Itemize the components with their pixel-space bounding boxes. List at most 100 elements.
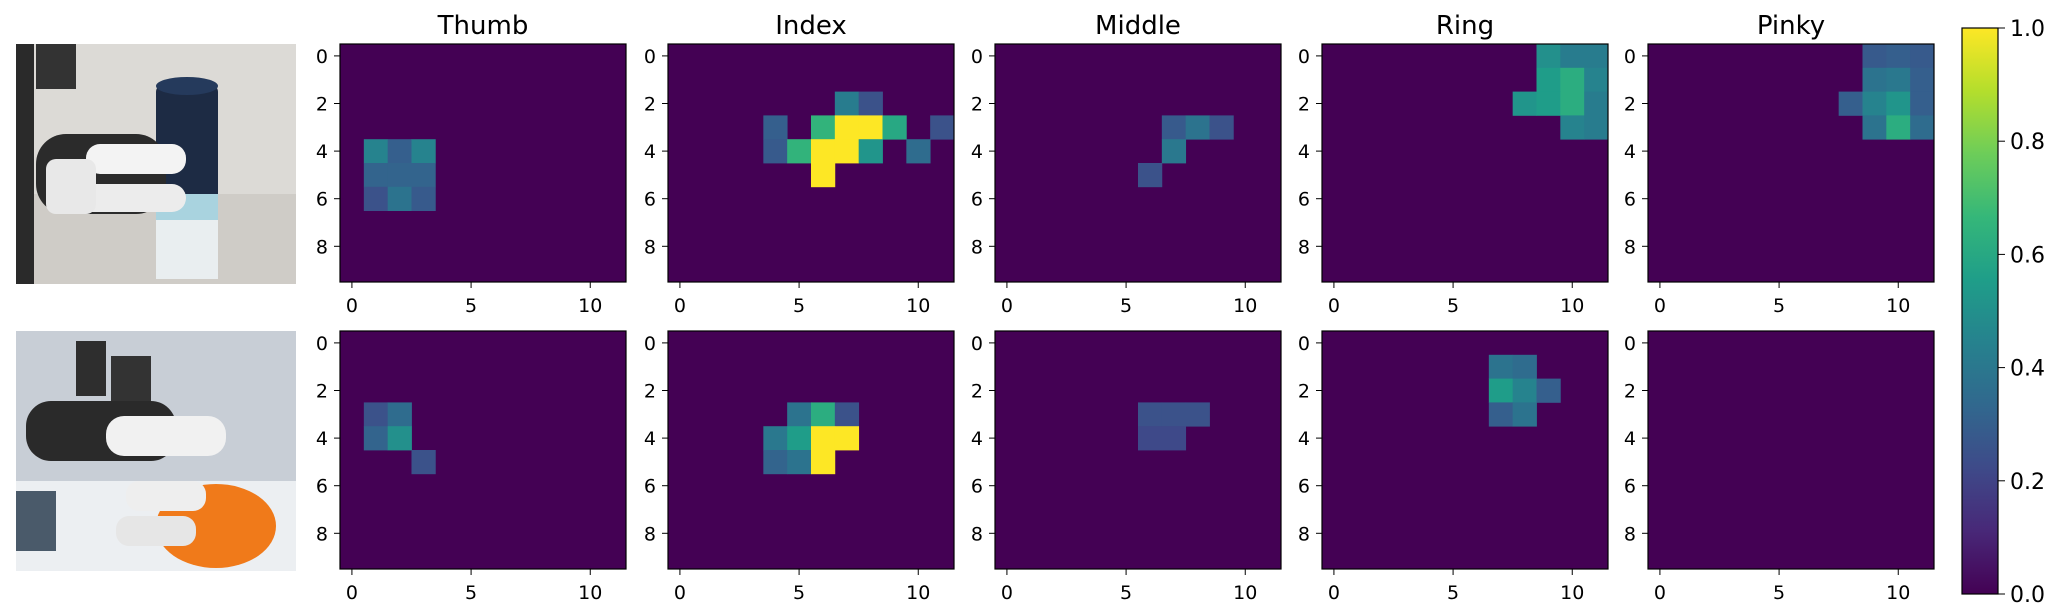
x-tick-label: 10 (1560, 295, 1584, 317)
x-tick-label: 0 (346, 582, 358, 604)
y-tick-label: 6 (316, 189, 328, 211)
x-tick-label: 5 (465, 295, 477, 317)
heatmap-cell (1886, 115, 1911, 140)
panel-title-ring: Ring (1436, 11, 1494, 41)
heatmap-cell (363, 163, 389, 188)
x-tick-label: 5 (465, 582, 477, 604)
x-tick-label: 5 (1120, 582, 1132, 604)
x-tick-label: 0 (674, 582, 686, 604)
panel-frame (1321, 330, 1609, 570)
heatmap-cell (811, 139, 836, 164)
heatmap-cell (1512, 378, 1537, 403)
x-tick-label: 10 (1233, 295, 1257, 317)
panel-frame (667, 43, 955, 283)
y-tick-label: 4 (644, 428, 656, 450)
y-tick-label: 0 (644, 333, 656, 355)
panel-frame (1321, 43, 1609, 283)
y-tick-label: 6 (316, 476, 328, 498)
heatmap-cell (387, 186, 412, 211)
y-tick-label: 0 (971, 333, 983, 355)
x-tick-label: 5 (1447, 582, 1459, 604)
y-tick-label: 4 (971, 428, 983, 450)
y-tick-label: 0 (1624, 46, 1636, 68)
heatmap-cell (411, 139, 436, 164)
heatmap-cell (387, 163, 412, 188)
heatmap-cell (1886, 44, 1911, 69)
x-tick-label: 10 (906, 582, 930, 604)
heatmap-cell (1862, 115, 1887, 140)
heatmap-cell (1536, 67, 1561, 92)
y-tick-label: 8 (1298, 523, 1310, 545)
y-tick-label: 0 (971, 46, 983, 68)
heatmap-cell (363, 402, 389, 427)
heatmap-cell (1910, 91, 1935, 116)
y-tick-label: 6 (644, 189, 656, 211)
heatmap-cell (1512, 91, 1537, 116)
y-tick-label: 6 (971, 476, 983, 498)
y-tick-label: 4 (316, 428, 328, 450)
y-tick-label: 8 (971, 236, 983, 258)
heatmap-cell (763, 450, 788, 475)
heatmap-cell (858, 115, 883, 140)
heatmap-panel-thumb-row1 (339, 43, 627, 283)
x-tick-label: 0 (1654, 295, 1666, 317)
colorbar-tick-label: 0.8 (2010, 130, 2045, 155)
heatmap-cell (387, 139, 412, 164)
heatmap-cell (787, 426, 812, 451)
x-tick-label: 5 (1773, 582, 1785, 604)
y-tick-label: 8 (644, 236, 656, 258)
y-tick-label: 8 (644, 523, 656, 545)
y-tick-label: 2 (644, 94, 656, 116)
heatmap-cell (1536, 91, 1561, 116)
y-tick-label: 8 (1298, 236, 1310, 258)
heatmap-cell (411, 450, 436, 475)
y-tick-label: 0 (1298, 46, 1310, 68)
heatmap-panel-ring-row2 (1321, 330, 1609, 570)
x-tick-label: 5 (793, 295, 805, 317)
heatmap-cell (363, 139, 389, 164)
y-tick-label: 6 (1624, 476, 1636, 498)
heatmap-cell (834, 402, 860, 427)
heatmap-cell (1161, 115, 1187, 140)
heatmap-cell (1138, 426, 1163, 451)
y-tick-label: 6 (1624, 189, 1636, 211)
heatmap-background (1648, 331, 1934, 569)
x-tick-label: 5 (1120, 295, 1132, 317)
panel-title-middle: Middle (1095, 11, 1181, 41)
heatmap-cell (1862, 67, 1887, 92)
heatmap-cell (834, 91, 860, 116)
y-tick-label: 8 (316, 236, 328, 258)
colorbar-tick-label: 1.0 (2010, 17, 2045, 42)
x-tick-label: 5 (1447, 295, 1459, 317)
heatmap-panel-pinky-row1 (1647, 43, 1935, 283)
y-tick-label: 2 (316, 94, 328, 116)
x-tick-label: 0 (1001, 582, 1013, 604)
y-tick-label: 6 (1298, 476, 1310, 498)
colorbar (1961, 27, 1999, 595)
y-tick-label: 2 (1624, 94, 1636, 116)
y-tick-label: 8 (1624, 523, 1636, 545)
y-tick-label: 0 (1624, 333, 1636, 355)
heatmap-cell (1910, 67, 1935, 92)
heatmap-cell (1584, 44, 1609, 69)
panel-title-pinky: Pinky (1757, 11, 1825, 41)
heatmap-cell (834, 139, 860, 164)
y-tick-label: 4 (1298, 428, 1310, 450)
heatmap-cell (858, 91, 883, 116)
y-tick-label: 0 (1298, 333, 1310, 355)
y-tick-label: 6 (1298, 189, 1310, 211)
heatmap-cell (1138, 402, 1163, 427)
x-tick-label: 10 (1886, 582, 1910, 604)
y-tick-label: 4 (644, 141, 656, 163)
heatmap-cell (787, 402, 812, 427)
heatmap-cell (811, 450, 836, 475)
heatmap-cell (1536, 44, 1561, 69)
heatmap-cell (1910, 44, 1935, 69)
panel-title-index: Index (775, 11, 847, 41)
heatmap-cell (1886, 67, 1911, 92)
heatmap-cell (1512, 354, 1537, 379)
heatmap-cell (1536, 378, 1561, 403)
heatmap-cell (1862, 91, 1887, 116)
heatmap-panel-index-row2 (667, 330, 955, 570)
heatmap-panel-middle-row2 (994, 330, 1282, 570)
